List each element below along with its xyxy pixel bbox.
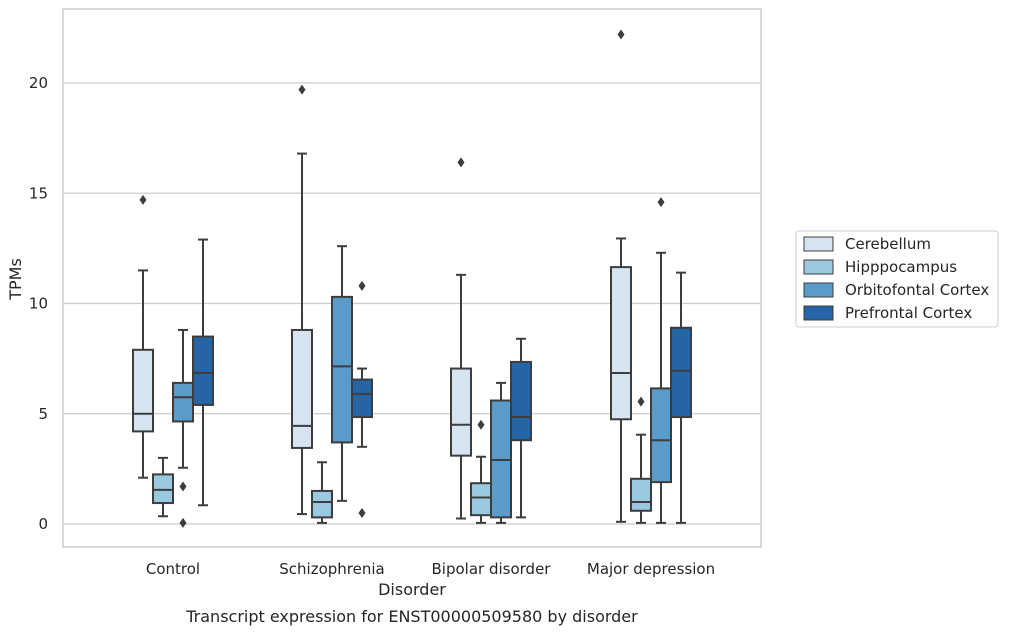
- box-group: [291, 84, 313, 516]
- y-axis-title: TPMs: [6, 258, 25, 301]
- box-group: [311, 461, 333, 524]
- y-tick-label: 5: [38, 405, 48, 423]
- box-iqr: [132, 348, 154, 433]
- x-tick-labels: Control Schizophrenia Bipolar disorder Majo…: [146, 560, 715, 578]
- box-iqr: [192, 335, 214, 406]
- box-iqr: [670, 326, 692, 419]
- y-tick-label: 20: [29, 74, 48, 92]
- box-group: [172, 328, 194, 528]
- box-group: [610, 29, 632, 523]
- x-tick-label: Schizophrenia: [279, 560, 384, 578]
- y-tick-label: 10: [29, 295, 48, 313]
- legend-swatch: [803, 236, 834, 252]
- legend-label: Orbitofontal Cortex: [845, 281, 989, 299]
- box-group: [670, 271, 692, 524]
- legend-label: Prefrontal Cortex: [845, 304, 972, 322]
- x-axis-title: Disorder: [378, 580, 446, 599]
- box-group: [132, 194, 154, 479]
- outlier-point: [139, 194, 147, 205]
- box-iqr: [470, 482, 492, 517]
- outlier-point: [179, 517, 187, 528]
- box-iqr: [152, 473, 174, 505]
- y-tick-label: 15: [29, 184, 48, 202]
- box-iqr: [610, 266, 632, 421]
- box-iqr: [630, 477, 652, 512]
- outlier-point: [617, 29, 625, 40]
- x-tick-label: Control: [146, 560, 200, 578]
- legend: Cerebellum Hipppocampus Orbitofontal Corte…: [795, 230, 999, 328]
- boxes: [132, 29, 692, 528]
- box-iqr: [172, 381, 194, 423]
- y-tick-labels: 0 5 10 15 20: [29, 74, 48, 533]
- box-iqr: [291, 328, 313, 449]
- outlier-point: [298, 84, 306, 95]
- outlier-point: [637, 396, 645, 407]
- x-tick-label: Major depression: [587, 560, 715, 578]
- legend-label: Cerebellum: [845, 235, 931, 253]
- y-tick-label: 0: [38, 515, 48, 533]
- legend-swatch: [803, 305, 834, 321]
- box-group: [331, 245, 353, 502]
- box-group: [650, 197, 672, 524]
- chart-caption: Transcript expression for ENST0000050958…: [185, 607, 638, 626]
- legend-frame: [795, 230, 999, 328]
- outlier-point: [179, 481, 187, 492]
- outlier-point: [477, 419, 485, 430]
- box-iqr: [311, 489, 333, 519]
- box-group: [450, 157, 472, 520]
- box-group: [630, 396, 652, 524]
- outlier-point: [457, 157, 465, 168]
- box-iqr: [490, 399, 512, 519]
- outlier-point: [358, 507, 366, 518]
- x-tick-label: Bipolar disorder: [432, 560, 552, 578]
- box-group: [351, 280, 373, 518]
- legend-swatch: [803, 282, 834, 298]
- plot-area-frame: [62, 8, 762, 548]
- outlier-point: [657, 197, 665, 208]
- box-iqr: [650, 387, 672, 484]
- box-iqr: [331, 295, 353, 444]
- box-group: [470, 419, 492, 524]
- box-iqr: [510, 360, 532, 442]
- outlier-point: [358, 280, 366, 291]
- box-group: [192, 238, 214, 507]
- box-iqr: [450, 367, 472, 457]
- box-group: [152, 456, 174, 518]
- box-iqr: [351, 378, 373, 419]
- box-group: [510, 337, 532, 519]
- box-group: [490, 381, 512, 524]
- legend-swatch: [803, 259, 834, 275]
- legend-label: Hipppocampus: [845, 258, 957, 276]
